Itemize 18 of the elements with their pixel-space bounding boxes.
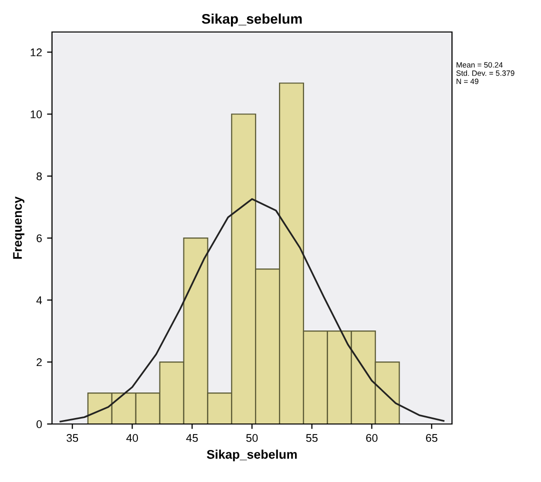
x-tick-label: 65 bbox=[426, 434, 438, 442]
x-tick-label: 60 bbox=[366, 434, 378, 442]
x-tick-label: 40 bbox=[126, 434, 138, 442]
y-tick-label: 12 bbox=[30, 48, 42, 56]
chart-title: Sikap_sebelum bbox=[202, 14, 302, 27]
y-tick-label: 4 bbox=[36, 296, 42, 304]
y-tick-label: 2 bbox=[36, 358, 42, 366]
y-tick-label: 8 bbox=[36, 172, 42, 180]
y-tick-label: 6 bbox=[36, 234, 42, 242]
x-tick-label: 50 bbox=[246, 434, 258, 442]
x-tick-label: 45 bbox=[186, 434, 198, 442]
x-tick-label: 35 bbox=[66, 434, 78, 442]
x-tick-label: 55 bbox=[306, 434, 318, 442]
y-tick-label: 10 bbox=[30, 110, 42, 118]
y-tick-label: 0 bbox=[36, 420, 42, 428]
line-series bbox=[60, 198, 444, 422]
y-axis-title: Frequency bbox=[13, 196, 24, 259]
x-axis-title: Sikap_sebelum bbox=[206, 450, 297, 462]
